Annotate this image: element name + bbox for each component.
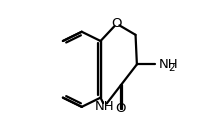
Text: NH: NH <box>159 58 178 71</box>
Text: O: O <box>116 102 126 115</box>
Text: O: O <box>112 17 122 30</box>
Text: 2: 2 <box>168 63 175 73</box>
Text: NH: NH <box>95 100 114 113</box>
